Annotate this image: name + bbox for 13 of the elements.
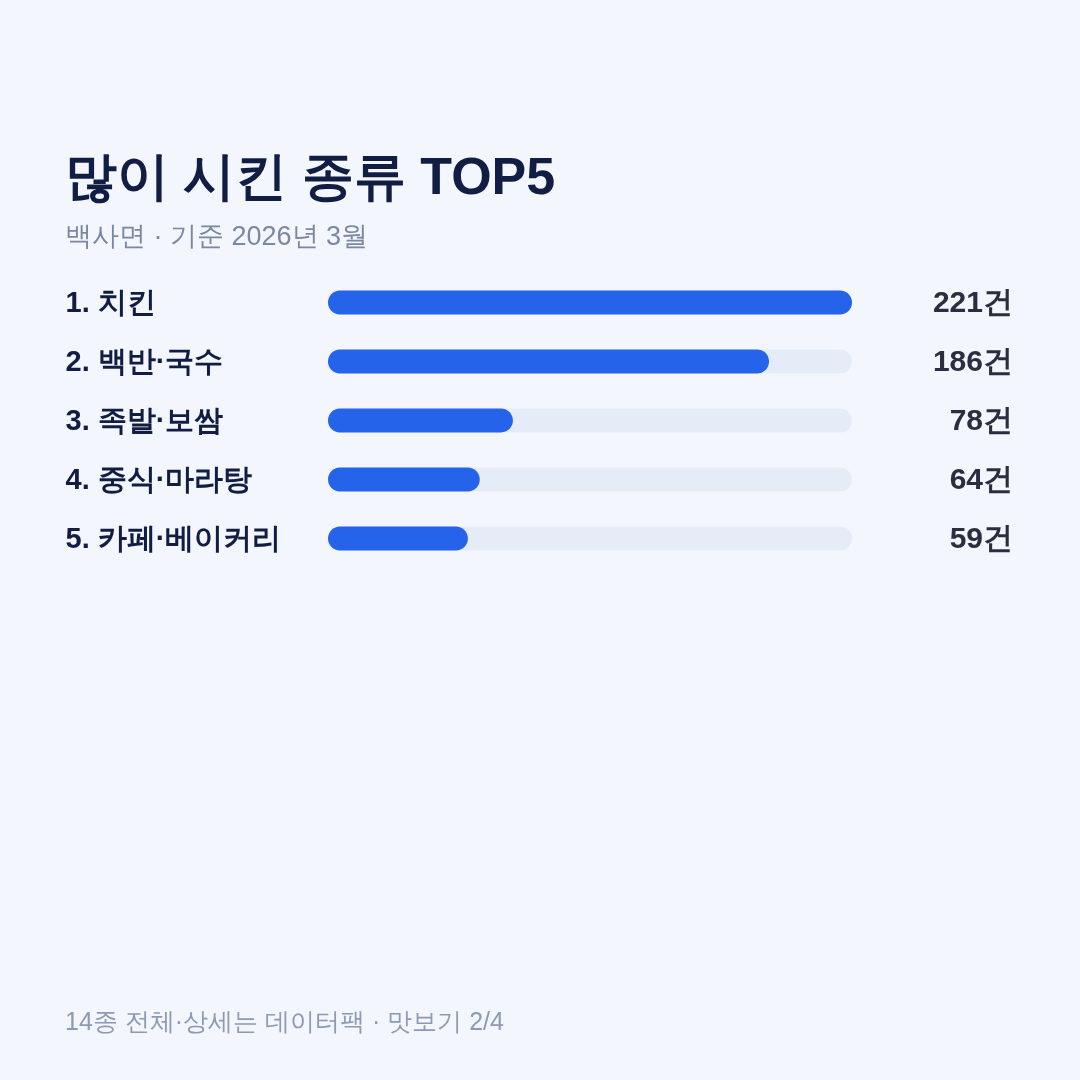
data-label: 59건 xyxy=(949,520,1013,554)
data-label: 221건 xyxy=(932,284,1013,318)
chart-title: 많이 시킨 종류 TOP5 xyxy=(65,147,556,205)
y-tick-label: 1. 치킨 xyxy=(65,285,156,318)
chart-subtitle: 백사면 · 기준 2026년 3월 xyxy=(65,221,369,251)
y-tick-label: 4. 중식·마라탕 xyxy=(65,462,253,495)
data-label: 78건 xyxy=(949,402,1013,436)
text: 14종 전체·상세는 데이터팩 · 맛보기 2/4 xyxy=(65,1007,505,1035)
data-label: 64건 xyxy=(949,461,1013,495)
y-tick-label: 5. 카페·베이커리 xyxy=(65,521,282,554)
y-tick-label: 2. 백반·국수 xyxy=(65,344,224,377)
y-tick-label: 3. 족발·보쌈 xyxy=(65,403,224,436)
data-label: 186건 xyxy=(932,343,1013,377)
